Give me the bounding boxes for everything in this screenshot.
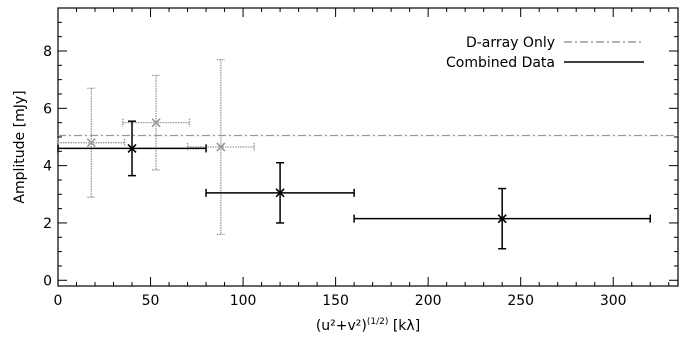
legend-label-combined: Combined Data [446,55,555,71]
x-tick-label: 100 [230,293,257,309]
data-series [58,60,650,249]
axis-ticks: 0 50 100 150 200 250 300 0 2 4 6 8 [43,8,678,309]
series-1 [58,121,650,249]
x-axis-title-main: (u²+v²) [316,318,367,334]
y-tick-label: 6 [43,101,52,117]
x-axis-title: (u²+v²)(1/2) [kλ] [316,317,420,334]
plot-frame [58,8,678,286]
x-tick-label: 200 [415,293,442,309]
x-tick-label: 50 [142,293,160,309]
x-tick-label: 150 [322,293,349,309]
y-tick-label: 2 [43,216,52,232]
y-axis-title: Amplitude [mJy] [12,90,28,203]
x-tick-label: 300 [600,293,627,309]
y-tick-label: 8 [43,44,52,60]
legend-label-d-array: D-array Only [466,35,555,51]
y-tick-label: 4 [43,159,52,175]
x-tick-label: 0 [54,293,63,309]
series-0 [58,60,254,235]
y-tick-label: 0 [43,273,52,289]
x-axis-title-unit: [kλ] [393,318,420,334]
x-axis-title-exponent: (1/2) [367,317,389,327]
legend: D-array Only Combined Data [446,35,644,71]
x-tick-label: 250 [507,293,534,309]
